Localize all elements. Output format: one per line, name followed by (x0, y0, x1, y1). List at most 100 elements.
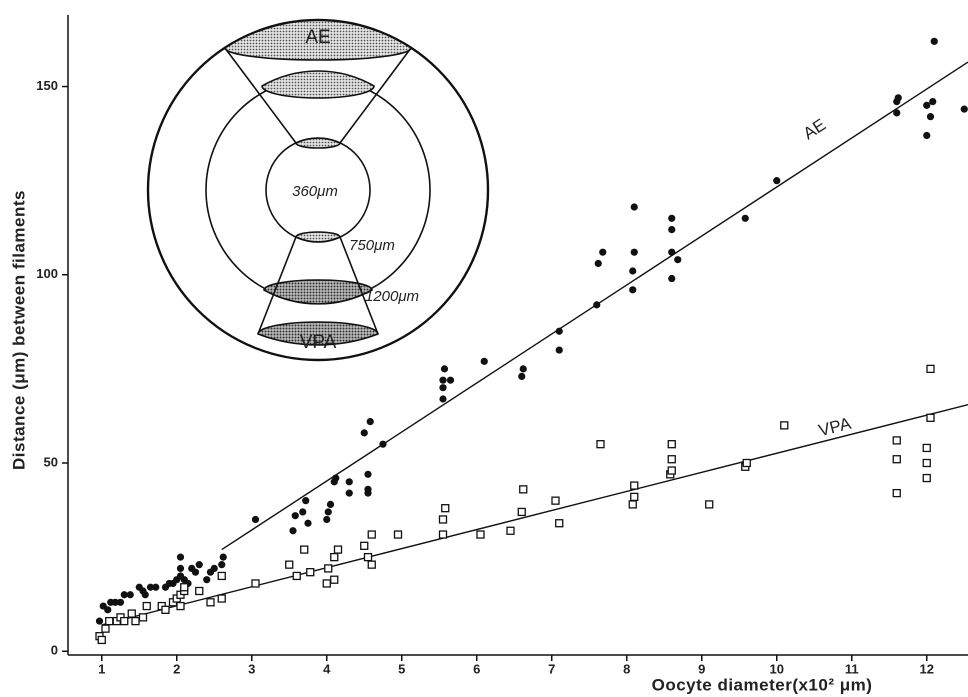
point (364, 471, 371, 478)
point (218, 595, 225, 602)
point (152, 584, 159, 591)
point (631, 493, 638, 500)
y-tick-label: 150 (36, 78, 58, 93)
point (893, 490, 900, 497)
point (323, 580, 330, 587)
point (440, 531, 447, 538)
point (668, 215, 675, 222)
point (96, 618, 103, 625)
point (668, 441, 675, 448)
x-tick-label: 2 (173, 661, 180, 676)
point (668, 456, 675, 463)
point (346, 478, 353, 485)
point (302, 497, 309, 504)
point (104, 606, 111, 613)
point (121, 618, 128, 625)
series-label: VPA (817, 414, 854, 441)
point (364, 486, 371, 493)
point (706, 501, 713, 508)
point (323, 516, 330, 523)
point (773, 177, 780, 184)
x-tick-label: 3 (248, 661, 255, 676)
point (599, 249, 606, 256)
point (289, 527, 296, 534)
point (132, 618, 139, 625)
point (552, 497, 559, 504)
point (518, 373, 525, 380)
point (117, 599, 124, 606)
point (220, 554, 227, 561)
point (143, 603, 150, 610)
point (301, 546, 308, 553)
point (211, 565, 218, 572)
point (307, 569, 314, 576)
point (631, 203, 638, 210)
point (327, 501, 334, 508)
point (441, 365, 448, 372)
point (361, 542, 368, 549)
point (177, 603, 184, 610)
x-tick-label: 1 (98, 661, 105, 676)
inset-label: 360μm (292, 183, 338, 200)
inset-label: 750μm (349, 237, 395, 254)
point (252, 580, 259, 587)
x-tick-label: 10 (770, 661, 784, 676)
cap (264, 280, 372, 304)
series-label: AE (800, 115, 829, 143)
point (395, 531, 402, 538)
point (299, 508, 306, 515)
point (597, 441, 604, 448)
point (927, 414, 934, 421)
point (631, 482, 638, 489)
point (477, 531, 484, 538)
point (629, 501, 636, 508)
point (368, 531, 375, 538)
point (286, 561, 293, 568)
point (379, 441, 386, 448)
point (893, 437, 900, 444)
point (629, 286, 636, 293)
point (556, 328, 563, 335)
point (507, 527, 514, 534)
point (331, 576, 338, 583)
x-tick-label: 5 (398, 661, 405, 676)
point (361, 429, 368, 436)
point (439, 384, 446, 391)
point (368, 561, 375, 568)
point (177, 554, 184, 561)
point (181, 584, 188, 591)
inset-label: AE (305, 27, 330, 48)
point (142, 591, 149, 598)
inset-label: 1200μm (365, 288, 419, 305)
point (196, 588, 203, 595)
point (331, 554, 338, 561)
point (293, 572, 300, 579)
point (931, 38, 938, 45)
point (252, 516, 259, 523)
point (923, 132, 930, 139)
point (335, 546, 342, 553)
point (196, 561, 203, 568)
point (203, 576, 210, 583)
point (325, 565, 332, 572)
point (668, 275, 675, 282)
point (447, 377, 454, 384)
point (556, 520, 563, 527)
point (518, 508, 525, 515)
inset-label: VPA (300, 332, 337, 353)
point (207, 599, 214, 606)
point (440, 516, 447, 523)
point (98, 636, 105, 643)
point (668, 226, 675, 233)
point (140, 614, 147, 621)
point (668, 249, 675, 256)
point (439, 395, 446, 402)
point (520, 486, 527, 493)
point (177, 565, 184, 572)
point (923, 102, 930, 109)
point (742, 215, 749, 222)
point (127, 591, 134, 598)
x-tick-label: 6 (473, 661, 480, 676)
y-tick-label: 50 (44, 454, 58, 469)
point (556, 346, 563, 353)
